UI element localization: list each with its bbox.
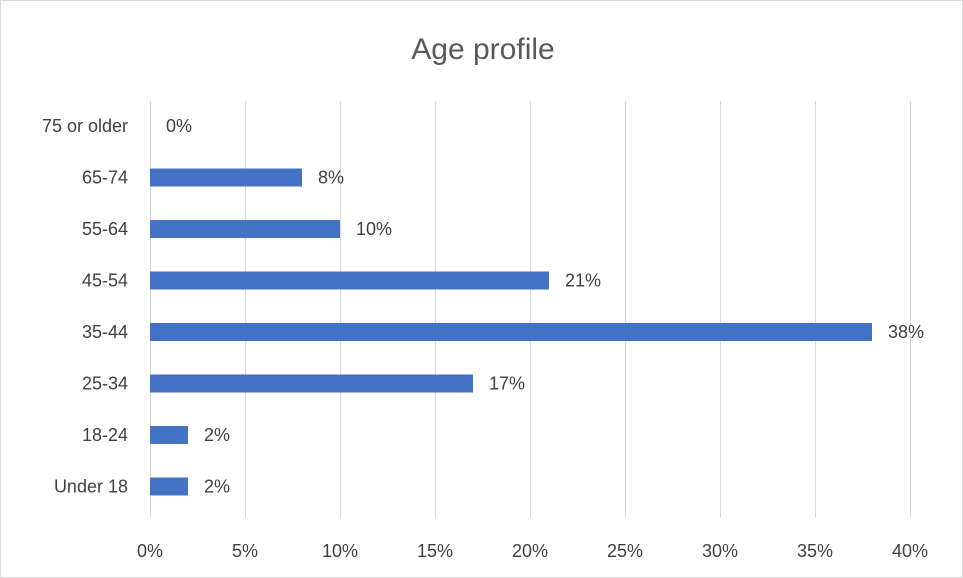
gridlines bbox=[150, 101, 911, 518]
x-tick-label: 40% bbox=[892, 541, 928, 561]
chart-title: Age profile bbox=[411, 33, 554, 66]
y-axis-labels: Under 18 18-24 25-34 35-44 45-54 55-64 65-74 75… bbox=[42, 116, 128, 497]
y-category-label: 18-24 bbox=[82, 425, 128, 445]
bar-55-64 bbox=[150, 220, 340, 238]
x-tick-label: 35% bbox=[797, 541, 833, 561]
data-label: 21% bbox=[565, 271, 601, 291]
data-label: 10% bbox=[356, 219, 392, 239]
data-label: 2% bbox=[204, 425, 230, 445]
bar-65-74 bbox=[150, 168, 302, 187]
data-labels: 2% 2% 17% 38% 21% 10% 8% 0% bbox=[166, 116, 924, 497]
data-label: 38% bbox=[888, 322, 924, 342]
bar-35-44 bbox=[150, 323, 872, 341]
bars bbox=[150, 168, 872, 496]
y-category-label: 65-74 bbox=[82, 168, 128, 188]
x-tick-label: 15% bbox=[417, 541, 453, 561]
y-category-label: Under 18 bbox=[54, 477, 128, 497]
x-axis-labels: 0% 5% 10% 15% 20% 25% 30% 35% 40% bbox=[137, 541, 928, 561]
y-category-label: 45-54 bbox=[82, 271, 128, 291]
data-label: 2% bbox=[204, 477, 230, 497]
x-tick-label: 5% bbox=[232, 541, 258, 561]
y-category-label: 75 or older bbox=[42, 116, 128, 136]
y-category-label: 25-34 bbox=[82, 374, 128, 394]
bar-under-18 bbox=[150, 477, 188, 496]
x-tick-label: 10% bbox=[322, 541, 358, 561]
bar-18-24 bbox=[150, 426, 188, 444]
data-label: 8% bbox=[318, 168, 344, 188]
bar-45-54 bbox=[150, 271, 549, 290]
y-category-label: 35-44 bbox=[82, 322, 128, 342]
x-tick-label: 0% bbox=[137, 541, 163, 561]
y-category-label: 55-64 bbox=[82, 219, 128, 239]
data-label: 17% bbox=[489, 374, 525, 394]
data-label: 0% bbox=[166, 116, 192, 136]
x-tick-label: 30% bbox=[702, 541, 738, 561]
x-tick-label: 20% bbox=[512, 541, 548, 561]
x-tick-label: 25% bbox=[607, 541, 643, 561]
bar-25-34 bbox=[150, 374, 473, 393]
